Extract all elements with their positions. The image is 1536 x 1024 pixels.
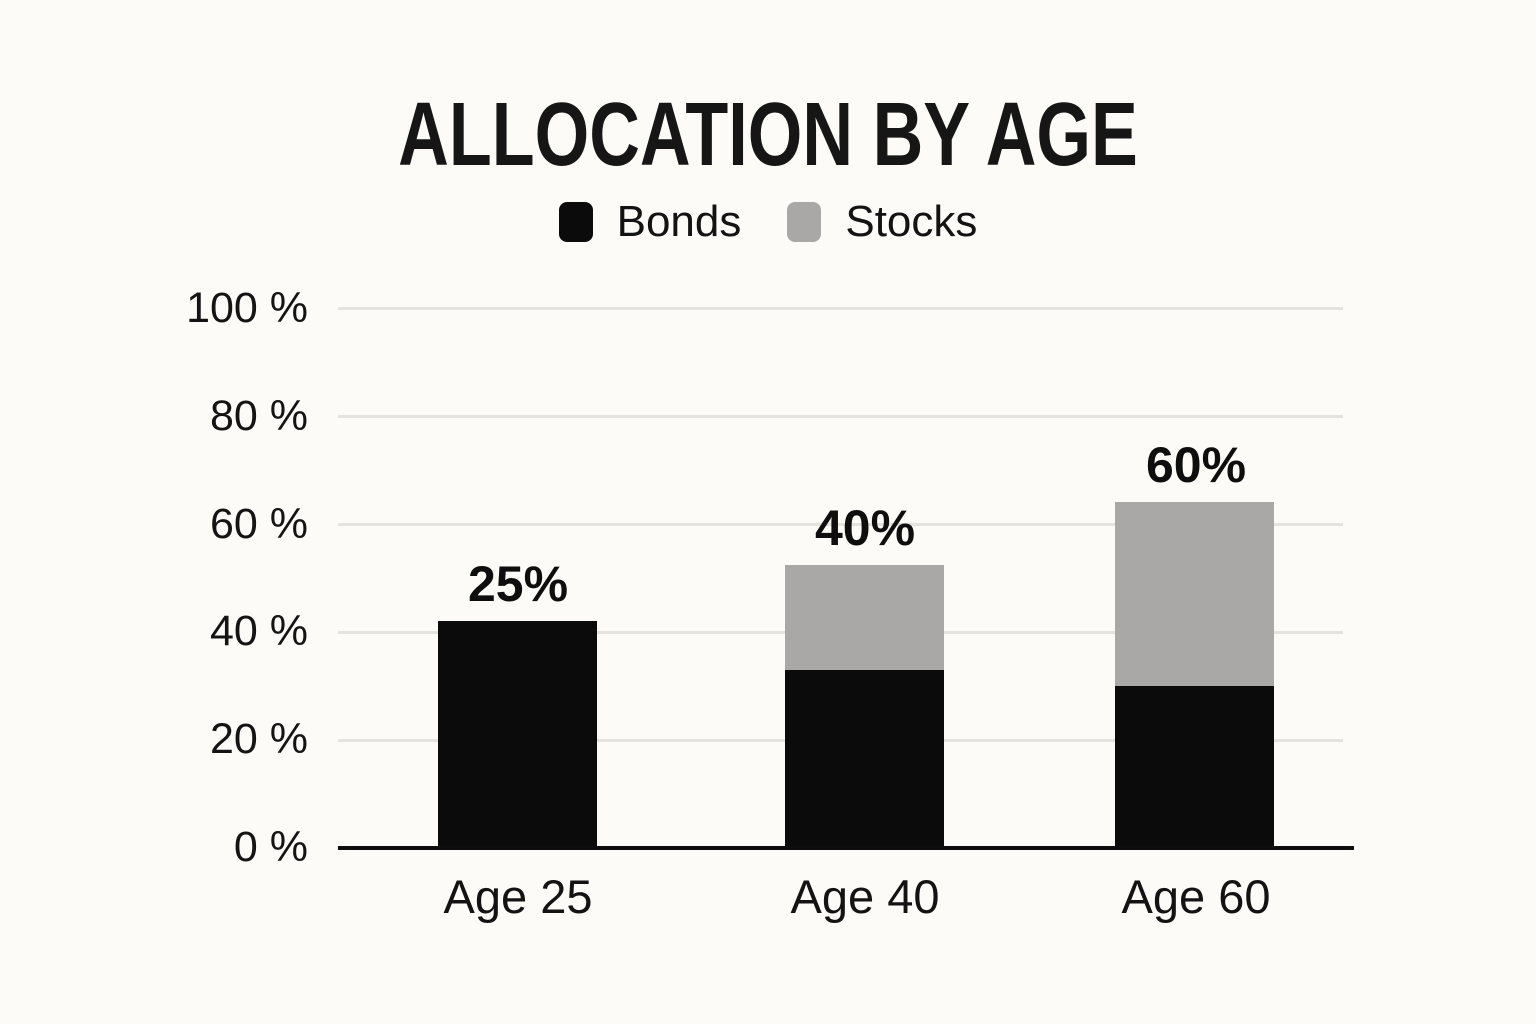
legend: Bonds Stocks bbox=[0, 198, 1536, 246]
bar-value-label-age-60: 60% bbox=[1145, 437, 1247, 494]
bar-value-label-age-25: 25% bbox=[467, 556, 569, 613]
bar-age-40-bonds-segment bbox=[785, 669, 944, 848]
xtick-age-40: Age 40 bbox=[790, 870, 940, 923]
legend-item-bonds: Bonds bbox=[558, 197, 742, 246]
ytick-0: 0 % bbox=[233, 823, 308, 871]
stocks-swatch-icon bbox=[787, 202, 822, 242]
gridline-60 bbox=[338, 523, 1343, 526]
chart-title: ALLOCATION BY AGE bbox=[398, 85, 1138, 185]
bonds-swatch-icon bbox=[558, 202, 593, 242]
bar-age-25-bonds-segment bbox=[438, 621, 597, 848]
bar-age-40 bbox=[785, 564, 944, 848]
legend-label-stocks: Stocks bbox=[845, 197, 978, 246]
bar-age-40-stocks-segment bbox=[785, 564, 944, 670]
ytick-60: 60 % bbox=[209, 500, 308, 548]
gridline-100 bbox=[338, 307, 1343, 310]
ytick-20: 20 % bbox=[209, 715, 308, 763]
xtick-age-60: Age 60 bbox=[1121, 870, 1271, 923]
bar-age-60-stocks-segment bbox=[1115, 502, 1274, 686]
bar-age-60 bbox=[1115, 502, 1274, 848]
bar-value-label-age-40: 40% bbox=[814, 499, 916, 556]
legend-label-bonds: Bonds bbox=[616, 197, 742, 246]
x-axis-line bbox=[338, 846, 1354, 850]
ytick-80: 80 % bbox=[209, 392, 308, 440]
ytick-40: 40 % bbox=[209, 607, 308, 655]
ytick-100: 100 % bbox=[186, 284, 308, 332]
xtick-age-25: Age 25 bbox=[443, 870, 593, 923]
legend-item-stocks: Stocks bbox=[787, 198, 977, 246]
bar-age-25 bbox=[438, 621, 597, 848]
gridline-80 bbox=[338, 415, 1343, 418]
bar-age-60-bonds-segment bbox=[1115, 686, 1274, 848]
